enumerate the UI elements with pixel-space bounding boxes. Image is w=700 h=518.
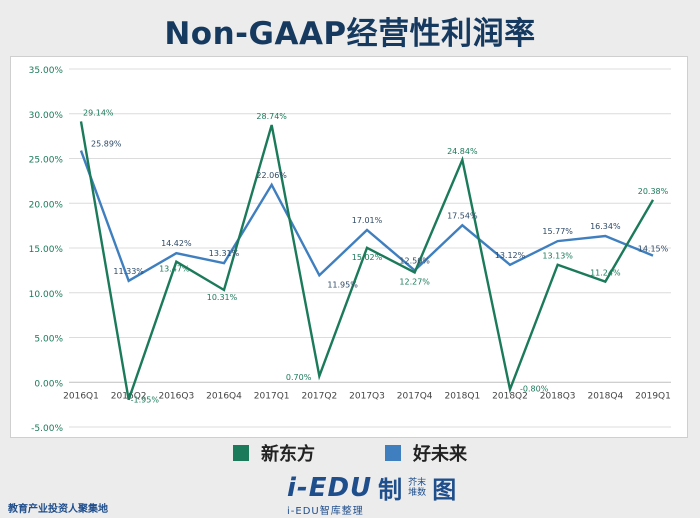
data-label-series-1-4: 22.06% [256, 171, 287, 180]
data-label-series-1-1: 11.33% [113, 267, 144, 276]
y-tick-label-6: 25.00% [29, 156, 64, 166]
logo-small: 芥末 堆数 [408, 478, 426, 498]
data-label-series-1-0: 25.89% [91, 140, 122, 149]
data-label-series-0-0: 29.14% [83, 108, 114, 117]
y-tick-label-3: 10.00% [29, 290, 64, 300]
y-tick-label-7: 30.00% [29, 111, 64, 121]
footer-source: i-EDU智库整理 [287, 506, 364, 517]
x-tick-label-6: 2017Q3 [349, 391, 385, 401]
x-tick-label-8: 2018Q1 [444, 391, 480, 401]
data-label-series-1-8: 17.54% [447, 211, 478, 220]
y-tick-label-1: 0.00% [34, 379, 63, 389]
legend-item-series-1: 好未来 [385, 440, 467, 466]
data-label-series-1-7: 12.50% [399, 256, 430, 265]
x-tick-label-10: 2018Q3 [540, 391, 576, 401]
data-label-series-0-5: 0.70% [286, 373, 312, 382]
data-label-series-0-1: -1.95% [131, 396, 160, 405]
data-label-series-0-6: 15.02% [352, 253, 383, 262]
data-label-series-0-7: 12.27% [399, 277, 430, 286]
data-label-series-1-5: 11.95% [327, 280, 358, 289]
legend-item-series-0: 新东方 [233, 440, 315, 466]
footer-tagline: 教育产业投资人聚集地 [8, 504, 108, 515]
x-tick-label-5: 2017Q2 [301, 391, 337, 401]
series-line-0 [79, 121, 655, 401]
data-label-series-0-3: 10.31% [207, 293, 238, 302]
plot-area: -5.00% 0.00% 5.00% 10.00% 15.00% 20.00% 25.00%… [10, 56, 688, 438]
y-tick-label-5: 20.00% [29, 200, 64, 210]
x-tick-label-2: 2016Q3 [158, 391, 194, 401]
legend-label-series-1: 好未来 [413, 444, 467, 465]
logo-zh-2: 图 [432, 476, 457, 504]
data-label-series-0-8: 24.84% [447, 147, 478, 156]
data-label-series-0-2: 13.47% [159, 265, 190, 274]
logo-small-1: 芥末 [408, 477, 427, 488]
logo-small-2: 堆数 [408, 487, 427, 498]
data-label-series-1-10: 15.77% [542, 227, 573, 236]
y-tick-label-8: 35.00% [29, 66, 64, 76]
y-tick-label-2: 5.00% [34, 335, 63, 345]
y-tick-label-0: -5.00% [31, 424, 63, 434]
y-tick-label-4: 15.00% [29, 245, 64, 255]
data-label-series-1-11: 16.34% [590, 222, 621, 231]
data-label-series-1-2: 14.42% [161, 239, 192, 248]
data-label-series-1-12: 14.15% [638, 245, 669, 254]
logo-zh: 制 [378, 476, 403, 504]
data-label-series-0-12: 20.38% [638, 187, 669, 196]
x-tick-label-4: 2017Q1 [254, 391, 290, 401]
data-label-series-0-4: 28.74% [256, 112, 287, 121]
x-tick-label-3: 2016Q4 [206, 391, 242, 401]
legend-label-series-0: 新东方 [261, 444, 315, 465]
legend-swatch-series-1 [385, 445, 401, 461]
legend-swatch-series-0 [233, 445, 249, 461]
x-tick-label-9: 2018Q2 [492, 391, 528, 401]
x-tick-label-11: 2018Q4 [587, 391, 623, 401]
data-label-series-0-10: 13.13% [542, 252, 573, 261]
x-tick-label-12: 2019Q1 [635, 391, 671, 401]
x-tick-label-7: 2017Q4 [397, 391, 433, 401]
data-label-series-0-11: 11.24% [590, 269, 621, 278]
series-line-1 [79, 150, 654, 283]
footer: i-EDU 制 芥末 堆数 图 教育产业投资人聚集地 i-EDU智库整理 [0, 468, 700, 518]
x-tick-label-0: 2016Q1 [63, 391, 99, 401]
data-label-series-1-3: 13.31% [209, 249, 240, 258]
logo-text: i-EDU [287, 472, 373, 503]
line-chart: -5.00% 0.00% 5.00% 10.00% 15.00% 20.00% 25.00%… [29, 66, 671, 434]
data-label-series-1-9: 13.12% [495, 251, 526, 260]
legend: 新东方 好未来 [0, 440, 700, 466]
brand-logo: i-EDU 制 芥末 堆数 图 [287, 470, 456, 505]
chart-title: Non-GAAP经营性利润率 [164, 16, 536, 52]
data-label-series-0-9: -0.80% [520, 384, 549, 393]
data-label-series-1-6: 17.01% [352, 216, 383, 225]
